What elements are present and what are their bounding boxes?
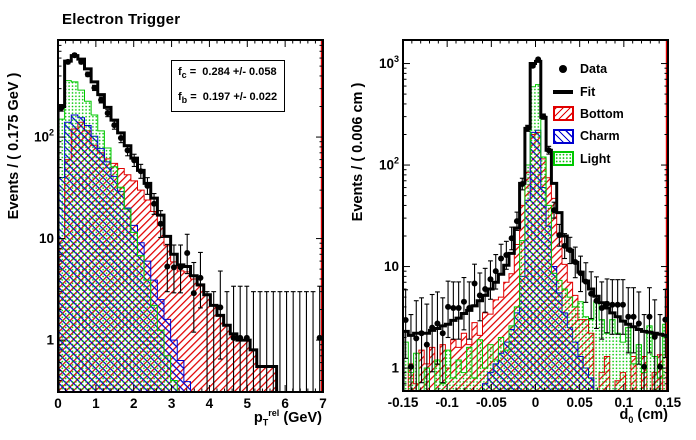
legend-item-fit: Fit (550, 80, 624, 102)
plot-title: Electron Trigger (62, 11, 181, 28)
x-tick-label: -0.15 (388, 395, 419, 410)
x-tick-label: 0.05 (567, 395, 594, 410)
fc-parameter: fc = 0.284 +/- 0.058 (178, 66, 277, 81)
y-tick-label: 10 (39, 231, 54, 246)
x-tick-label: 0.15 (655, 395, 682, 410)
fb-parameter: fb = 0.197 +/- 0.022 (178, 91, 278, 106)
legend-label: Bottom (580, 106, 624, 121)
data-points (402, 56, 669, 391)
x-tick-label: 3 (168, 396, 176, 411)
pt-rel-plot: 0 1 2 3 4 5 6 7 1 10 102 (34, 39, 327, 411)
y-tick-label: 1 (391, 361, 399, 376)
x-tick-label: 0.1 (614, 395, 633, 410)
legend: Data Fit Bottom Charm Light (550, 58, 624, 170)
right-x-axis-title: d0 (cm) (619, 407, 668, 425)
legend-label: Light (580, 151, 611, 166)
light-histogram (57, 80, 178, 393)
right-y-axis-title: Events / ( 0.006 cm ) (350, 82, 366, 222)
tick-labels: 0 1 2 3 4 5 6 7 1 10 102 (34, 128, 327, 411)
axis-ticks (57, 39, 324, 392)
x-tick-label: 7 (319, 396, 327, 411)
d0-plot: -0.15 -0.1 -0.05 0 0.05 0.1 0.15 1 10 102 103 (379, 39, 682, 410)
light-dots-icon (552, 151, 574, 167)
legend-item-light: Light (550, 148, 624, 170)
data-marker-icon (559, 65, 567, 74)
legend-item-charm: Charm (550, 125, 624, 147)
x-tick-label: 2 (130, 396, 138, 411)
plot-frame (57, 39, 324, 393)
x-tick-label: 6 (281, 396, 289, 411)
x-tick-label: 5 (244, 396, 252, 411)
x-tick-label: 1 (92, 396, 100, 411)
legend-item-data: Data (550, 58, 624, 80)
legend-label: Fit (580, 84, 596, 99)
left-y-axis-title: Events / ( 0.175 GeV ) (6, 72, 22, 220)
legend-item-bottom: Bottom (550, 103, 624, 125)
y-tick-label: 102 (34, 128, 54, 145)
y-tick-label: 1 (46, 333, 54, 348)
left-x-axis-title: pTrel (GeV) (253, 408, 322, 428)
x-tick-label: 0 (532, 395, 540, 410)
fit-line-icon (553, 89, 573, 94)
y-tick-label: 103 (379, 54, 399, 71)
x-tick-label: 4 (206, 396, 214, 411)
charm-hatch-icon (552, 128, 574, 144)
data-points (58, 52, 323, 392)
y-tick-label: 10 (384, 259, 399, 274)
light-histogram (402, 84, 669, 392)
bottom-hatch-icon (552, 106, 574, 122)
x-tick-label: -0.05 (476, 395, 507, 410)
y-tick-label: 102 (379, 156, 399, 173)
axis-ticks (402, 40, 669, 392)
fit-parameters-box: fc = 0.284 +/- 0.058 fb = 0.197 +/- 0.02… (171, 60, 285, 112)
legend-label: Charm (580, 129, 620, 144)
x-tick-label: -0.1 (436, 395, 460, 410)
legend-label: Data (580, 62, 608, 77)
tick-labels: -0.15 -0.1 -0.05 0 0.05 0.1 0.15 1 10 102 103 (379, 54, 682, 410)
x-tick-label: 0 (54, 396, 62, 411)
